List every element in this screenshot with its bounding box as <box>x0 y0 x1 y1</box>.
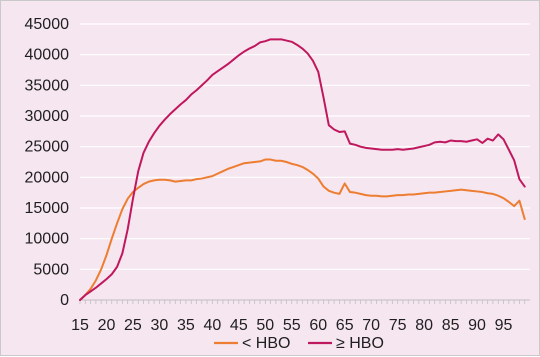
x-tick-label: 55 <box>283 317 301 334</box>
gridlines <box>80 23 530 270</box>
y-tick-labels: 0 5000 10000 15000 20000 25000 30000 35000 40000… <box>25 16 70 309</box>
y-tick-label: 10000 <box>25 231 70 248</box>
x-tick-label: 90 <box>468 317 486 334</box>
y-tick-label: 30000 <box>25 108 70 125</box>
y-tick-label: 15000 <box>25 200 70 217</box>
legend-label-1: < HBO <box>242 335 290 352</box>
y-tick-label: 20000 <box>25 169 70 186</box>
x-tick-label: 85 <box>442 317 460 334</box>
series-line-2 <box>79 38 526 301</box>
x-tick-label: 75 <box>389 317 407 334</box>
x-tick-label: 80 <box>415 317 433 334</box>
x-tick-label: 45 <box>230 317 248 334</box>
x-tick-label: 25 <box>124 317 142 334</box>
x-tick-label: 30 <box>151 317 169 334</box>
x-tick-label: 65 <box>336 317 354 334</box>
x-tick-label: 20 <box>98 317 116 334</box>
axes <box>79 299 530 304</box>
y-tick-label: 45000 <box>25 16 70 33</box>
y-tick-label: 35000 <box>25 77 70 94</box>
legend: < HBO ≥ HBO <box>214 335 384 352</box>
series-line-1 <box>79 158 526 301</box>
x-tick-label: 40 <box>203 317 221 334</box>
series-lines <box>79 38 526 301</box>
x-tick-label: 50 <box>256 317 274 334</box>
x-tick-label: 70 <box>362 317 380 334</box>
x-tick-labels: 15 20 25 30 35 40 45 50 55 60 65 70 75 80 85 90 95 <box>71 317 512 334</box>
x-tick-label: 35 <box>177 317 195 334</box>
x-tick-label: 15 <box>71 317 89 334</box>
legend-label-2: ≥ HBO <box>336 335 384 352</box>
y-tick-label: 0 <box>60 292 69 309</box>
y-tick-label: 25000 <box>25 139 70 156</box>
x-tick-label: 60 <box>309 317 327 334</box>
y-tick-label: 5000 <box>33 261 69 278</box>
y-tick-label: 40000 <box>25 47 70 64</box>
x-tick-label: 95 <box>495 317 513 334</box>
